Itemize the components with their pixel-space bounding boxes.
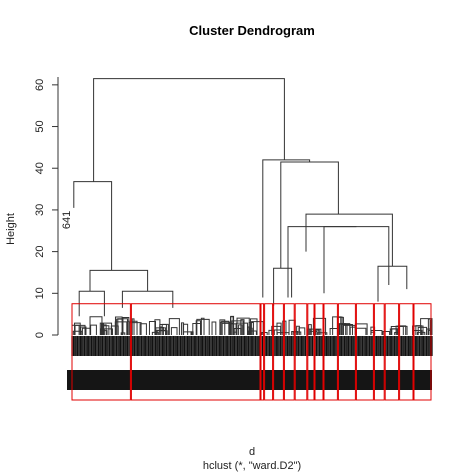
low-merge-68 (416, 331, 426, 335)
low-merge-19 (219, 321, 231, 335)
dendrogram-tree (71, 78, 433, 335)
y-axis-label: Height (5, 213, 17, 245)
cluster-boxes (71, 303, 432, 401)
low-merge-69 (211, 321, 217, 335)
merge-left-c (121, 290, 174, 308)
merge-right-f (377, 265, 408, 302)
y-ticks: 0 10 20 30 40 50 60 (34, 79, 58, 338)
y-tick-label-60: 60 (34, 79, 46, 91)
method-sublabel: hclust (*, "ward.D2") (203, 460, 301, 472)
low-merge-4 (308, 324, 312, 335)
low-merge-115 (183, 331, 193, 335)
merge-root (93, 78, 285, 182)
low-merge-109 (72, 330, 83, 335)
merge-left-a (89, 269, 149, 292)
low-merge-103 (292, 331, 302, 335)
y-tick-label-30: 30 (34, 204, 46, 216)
low-merge-74 (102, 324, 107, 335)
low-merge-110 (103, 325, 110, 335)
cluster-box-3 (260, 303, 265, 401)
cluster-box-2 (130, 303, 261, 401)
low-merge-3 (219, 319, 226, 335)
merge-left (73, 181, 113, 271)
cluster-box-4 (264, 303, 274, 401)
low-merge-95 (339, 323, 348, 335)
leaf-label-641: 641 (61, 211, 73, 229)
cluster-box-11 (337, 303, 356, 401)
low-merge-73 (221, 322, 235, 335)
low-merge-112 (131, 318, 135, 335)
low-merge-7 (89, 316, 103, 335)
low-merge-24 (168, 318, 180, 335)
y-tick-label-0: 0 (34, 332, 46, 338)
low-merge-81 (81, 327, 91, 335)
low-merge-84 (390, 326, 404, 335)
cluster-box-12 (355, 303, 374, 401)
low-merge-86 (102, 330, 108, 335)
y-tick-label-50: 50 (34, 120, 46, 132)
cluster-box-6 (283, 303, 295, 401)
low-merge-88 (170, 327, 178, 335)
merge-right-e (323, 226, 390, 294)
low-merge-119 (159, 326, 164, 335)
cluster-box-8 (307, 303, 315, 401)
low-merge-90 (355, 327, 367, 335)
low-merge-63 (231, 320, 244, 335)
low-merge-79 (151, 331, 159, 335)
low-merge-118 (316, 332, 328, 335)
low-merge-116 (298, 327, 306, 335)
low-merge-97 (122, 317, 130, 335)
leaf-labels-area (67, 336, 433, 390)
cluster-box-1 (71, 303, 131, 401)
cluster-box-5 (273, 303, 284, 401)
y-tick-label-10: 10 (34, 287, 46, 299)
low-merge-58 (354, 323, 368, 335)
low-merge-60 (229, 316, 234, 335)
y-axis: 0 10 20 30 40 50 60 (34, 77, 59, 338)
merge-right-b (273, 267, 293, 306)
low-merge-64 (90, 324, 97, 335)
cluster-box-16 (413, 303, 432, 401)
low-merge-89 (128, 322, 142, 335)
y-tick-label-40: 40 (34, 162, 46, 174)
cluster-box-9 (314, 303, 324, 401)
low-merge-30 (74, 322, 81, 335)
low-merge-111 (312, 317, 327, 335)
low-merge-92 (417, 326, 428, 335)
low-merge-100 (391, 328, 398, 335)
merge-right-a (280, 161, 339, 269)
cluster-box-14 (384, 303, 400, 401)
low-merge-105 (182, 323, 189, 335)
leaf-label-band (67, 370, 432, 390)
merge-right-c (305, 213, 393, 267)
merge-right (262, 159, 311, 298)
merge-right-d (287, 226, 357, 298)
cluster-box-10 (323, 303, 338, 401)
cluster-box-13 (373, 303, 385, 401)
low-merge-46 (74, 324, 86, 335)
low-merge-54 (114, 321, 128, 335)
low-merge-104 (238, 324, 243, 335)
low-merge-83 (248, 321, 254, 335)
low-merge-49 (200, 317, 205, 335)
low-merge-102 (196, 318, 210, 335)
cluster-box-15 (399, 303, 414, 401)
low-merge-9 (139, 323, 147, 335)
low-merge-33 (240, 319, 245, 335)
chart-title: Cluster Dendrogram (189, 23, 315, 38)
low-merge-99 (382, 330, 391, 335)
x-axis-label: d (249, 446, 255, 458)
low-merge-87 (332, 316, 342, 335)
low-merge-57 (221, 320, 230, 335)
low-merge-106 (276, 322, 282, 335)
y-tick-label-20: 20 (34, 245, 46, 257)
cluster-box-7 (294, 303, 308, 401)
